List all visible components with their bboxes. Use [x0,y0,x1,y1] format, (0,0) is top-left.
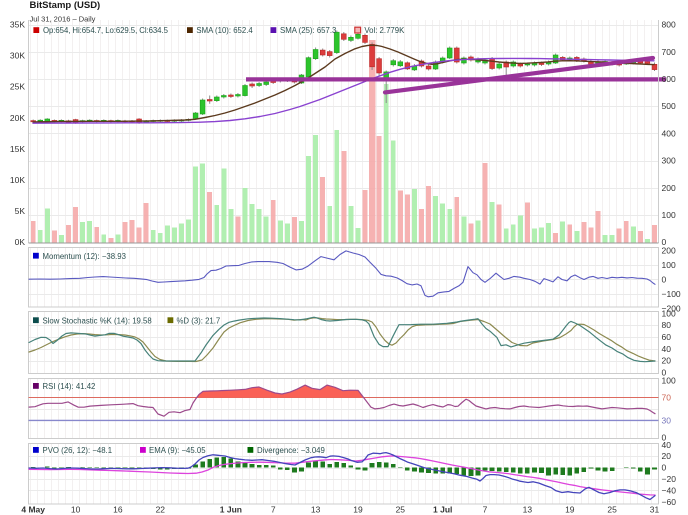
svg-text:0: 0 [662,237,667,247]
svg-text:400: 400 [662,128,676,138]
svg-text:−40: −40 [662,485,677,495]
svg-text:Vol: 2.779K: Vol: 2.779K [364,26,405,35]
svg-text:30: 30 [662,415,672,425]
svg-text:0: 0 [662,368,667,378]
svg-text:20: 20 [662,451,672,461]
svg-text:%D (3): 21.7: %D (3): 21.7 [177,316,221,325]
svg-text:20: 20 [662,356,672,366]
svg-text:700: 700 [662,47,676,57]
svg-text:BitStamp (USD): BitStamp (USD) [30,0,101,11]
svg-text:19: 19 [565,504,575,514]
svg-text:Slow Stochastic %K (14): 19.58: Slow Stochastic %K (14): 19.58 [43,316,152,325]
svg-text:7: 7 [271,504,276,514]
svg-text:31: 31 [650,504,660,514]
svg-text:20K: 20K [10,113,25,123]
svg-text:19: 19 [353,504,363,514]
svg-text:10: 10 [71,504,81,514]
svg-text:16: 16 [113,504,123,514]
svg-text:0: 0 [662,463,667,473]
svg-text:1 Jun: 1 Jun [220,504,242,514]
svg-text:PVO (26, 12): −48.1: PVO (26, 12): −48.1 [43,446,113,455]
svg-text:100: 100 [662,375,676,385]
svg-text:70: 70 [662,393,672,403]
svg-text:0: 0 [662,274,667,284]
svg-text:300: 300 [662,156,676,166]
svg-text:60: 60 [662,332,672,342]
svg-text:100: 100 [662,210,676,220]
svg-text:200: 200 [662,183,676,193]
svg-text:EMA (9): −45.05: EMA (9): −45.05 [149,446,206,455]
svg-text:−20: −20 [662,474,677,484]
svg-text:−60: −60 [662,497,677,507]
svg-text:13: 13 [523,504,533,514]
svg-text:Divergence: −3.049: Divergence: −3.049 [257,446,325,455]
svg-text:Jul 31, 2016 – Daily: Jul 31, 2016 – Daily [30,15,96,24]
svg-text:22: 22 [156,504,166,514]
svg-text:13: 13 [311,504,321,514]
svg-text:25: 25 [607,504,617,514]
svg-text:100: 100 [662,308,676,318]
svg-text:25K: 25K [10,82,25,92]
svg-text:80: 80 [662,320,672,330]
svg-text:RSI (14): 41.42: RSI (14): 41.42 [43,382,96,391]
svg-text:600: 600 [662,74,676,84]
svg-text:30K: 30K [10,51,25,61]
svg-text:Momentum (12): −38.93: Momentum (12): −38.93 [43,252,126,261]
svg-text:0K: 0K [15,237,26,247]
svg-text:Op:654, Hi:654.7, Lo:629.5, Cl: Op:654, Hi:654.7, Lo:629.5, Cl:634.5 [43,26,169,35]
svg-text:100: 100 [662,260,676,270]
svg-text:15K: 15K [10,144,25,154]
svg-text:200: 200 [662,246,676,256]
svg-text:4 May: 4 May [21,504,45,514]
svg-text:800: 800 [662,20,676,30]
svg-text:1 Jul: 1 Jul [433,504,452,514]
svg-text:500: 500 [662,101,676,111]
svg-text:5K: 5K [15,206,26,216]
svg-text:SMA (10): 652.4: SMA (10): 652.4 [196,26,253,35]
svg-text:25: 25 [396,504,406,514]
svg-text:−200: −200 [662,303,681,313]
svg-text:SMA (25): 657.3: SMA (25): 657.3 [280,26,336,35]
svg-text:10K: 10K [10,175,25,185]
svg-text:40: 40 [662,344,672,354]
svg-text:0: 0 [662,433,667,443]
svg-text:40: 40 [662,440,672,450]
svg-text:7: 7 [483,504,488,514]
svg-text:35K: 35K [10,20,25,30]
svg-text:−100: −100 [662,289,681,299]
